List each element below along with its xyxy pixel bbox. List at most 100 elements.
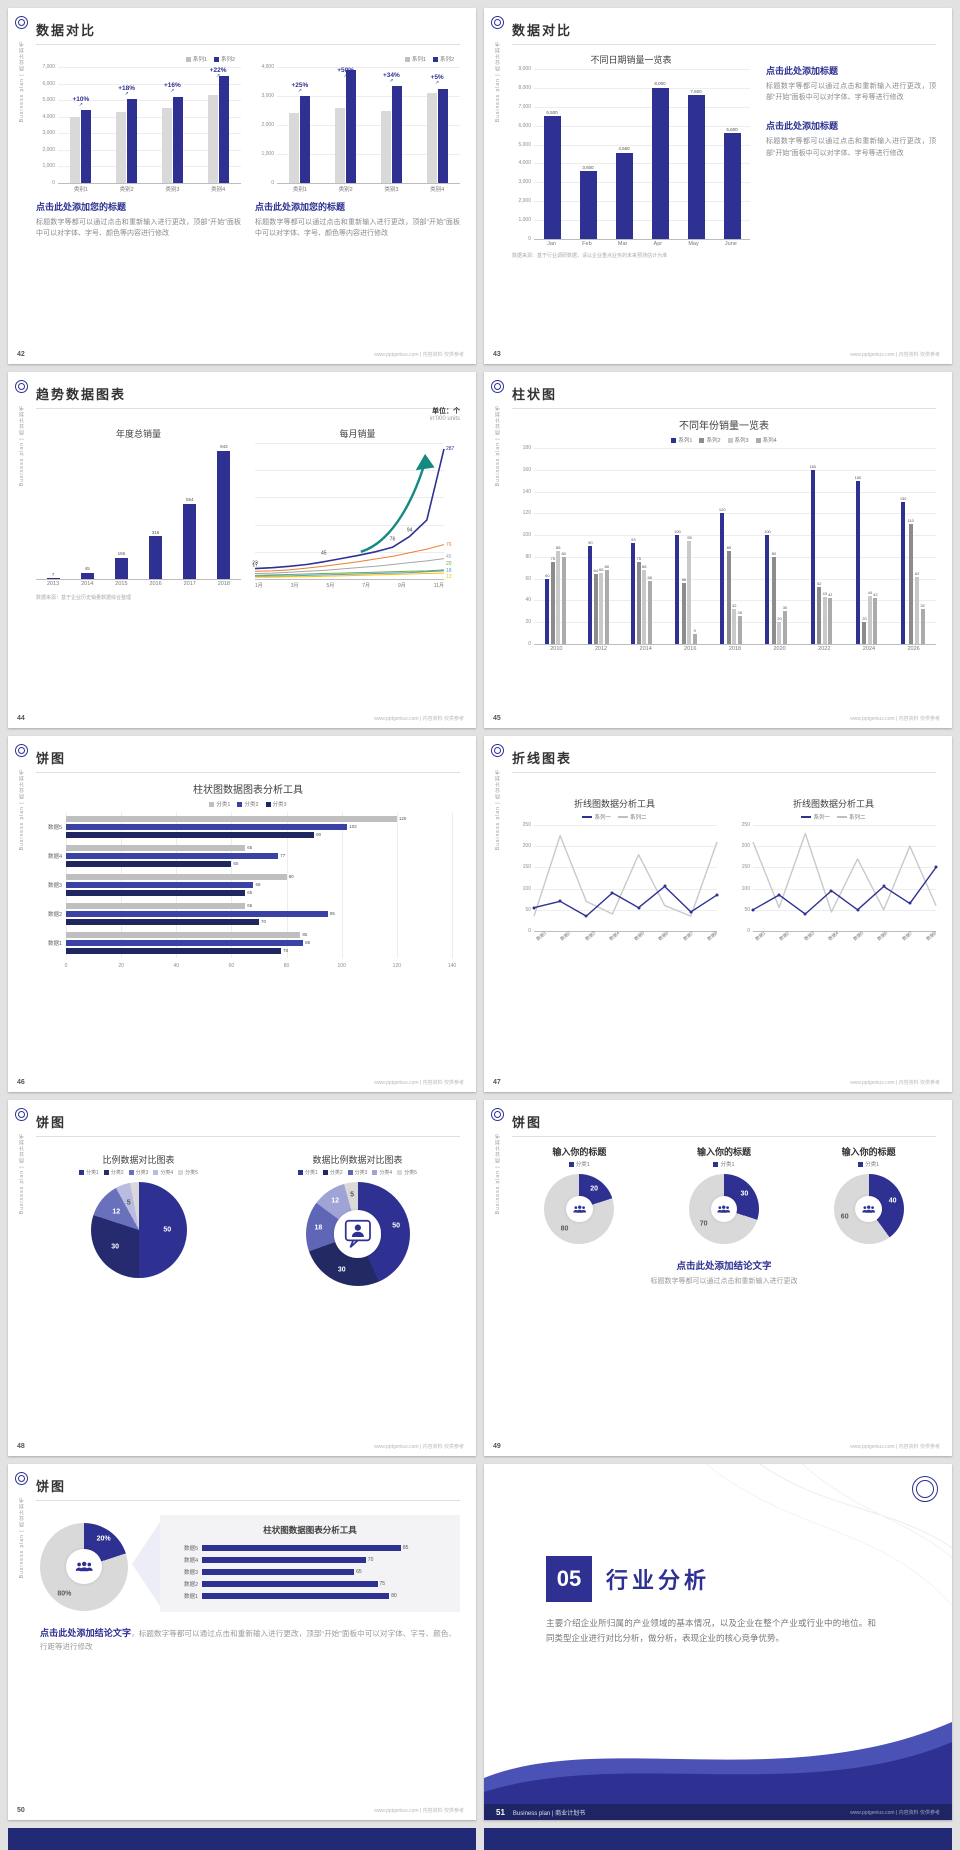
bar-column bbox=[116, 67, 127, 183]
bar-column bbox=[161, 67, 172, 183]
x-axis-labels: 2010 2012 2014 2016 2018 2020 2022 2024 2026 bbox=[534, 646, 936, 652]
bar bbox=[218, 75, 229, 183]
grid-line bbox=[255, 497, 444, 499]
bar-value-label: 100 bbox=[674, 529, 681, 535]
bar-value-label: 120 bbox=[718, 507, 726, 513]
bar bbox=[66, 860, 232, 867]
bar bbox=[202, 1545, 401, 1551]
legend-label: 分类5 bbox=[185, 1170, 198, 1176]
legend-item: 系列3 bbox=[727, 436, 749, 444]
slide-50: Business plan | 商业计划书 饼图 20% 80% 柱状图数据图表分… bbox=[8, 1464, 476, 1820]
bar-column: 43 bbox=[822, 448, 827, 644]
legend-swatch bbox=[347, 1170, 353, 1175]
plot: 6,500 3,600 4,560 8,000 7,600 5,600 bbox=[534, 69, 750, 240]
slide-footer: www.pptgenius.com | 内容资料 仅供参考 bbox=[850, 352, 940, 358]
legend-item: 分类1 bbox=[79, 1169, 99, 1176]
bar-value-label: 68 bbox=[604, 563, 609, 569]
bar-group: 8,000 bbox=[651, 69, 669, 239]
bar bbox=[550, 562, 555, 644]
plot-area: 9,000 8,000 7,000 6,000 5,000 4,000 3,000 2,000… bbox=[512, 66, 750, 242]
legend-item: 分类1 bbox=[298, 1169, 318, 1176]
x-tick-label: 2015 bbox=[115, 581, 128, 587]
bar-panel: 柱状图数据图表分析工具 数据5 85 数据4 70 数据3 65 数据2 75 数据1 80 bbox=[160, 1515, 460, 1612]
bar bbox=[855, 480, 860, 644]
y-tick-label: 50 bbox=[744, 906, 750, 913]
section-footer: 51 Business plan | 商业计划书 www.pptgenius.c… bbox=[484, 1804, 952, 1820]
bar-group: +18% ↗ bbox=[116, 67, 138, 183]
legend-label: 分类1 bbox=[305, 1170, 318, 1176]
bar-group: 6,500 bbox=[543, 69, 561, 239]
grid-line bbox=[277, 67, 460, 68]
bar-group: 75 bbox=[202, 1581, 436, 1588]
x-tick-label: 数据5 bbox=[633, 930, 646, 942]
unit-label: 单位：个 bbox=[432, 408, 460, 415]
conclusion-heading: 点击此处添加结论文字 bbox=[40, 1628, 132, 1638]
y-tick-label: 1,000 bbox=[518, 217, 531, 224]
bar-value-label: 80 bbox=[771, 550, 777, 556]
bar-column bbox=[289, 67, 300, 183]
x-axis-labels: 类别1 类别2 类别3 类别4 bbox=[58, 185, 241, 193]
bar-column: 80 bbox=[561, 448, 566, 644]
conclusion-body: ，标题数字等都可以通过点击和重新输入进行更改，顶部“开始”面板中可以对字体、字号… bbox=[40, 1629, 456, 1652]
category-label: 数据5 bbox=[183, 1546, 198, 1552]
x-tick-label: Feb bbox=[582, 241, 592, 247]
grid-line bbox=[58, 183, 241, 184]
y-tick-label: 0 bbox=[271, 180, 274, 186]
bar-column: 7,600 bbox=[687, 69, 705, 239]
y-axis: 4,000 3,000 2,000 1,000 0 bbox=[255, 64, 277, 186]
data-point bbox=[908, 901, 912, 905]
bar-value-label: 7,600 bbox=[690, 88, 702, 94]
page-number: 44 bbox=[17, 715, 25, 722]
plot bbox=[751, 825, 938, 932]
legend-swatch bbox=[103, 1170, 109, 1175]
y-tick-label: 5,000 bbox=[518, 141, 531, 148]
data-point bbox=[558, 899, 562, 903]
bar-value-label: 85 bbox=[302, 932, 308, 937]
growth-annotation: +10% ↗ bbox=[72, 95, 90, 108]
bar bbox=[66, 910, 328, 917]
bar-group: 100 80 20 30 bbox=[764, 448, 787, 644]
bar-value-label: 60 bbox=[233, 861, 239, 866]
grid-line bbox=[58, 100, 241, 102]
slide-title: 饼图 bbox=[512, 1112, 936, 1137]
x-axis: 类别1 类别2 类别3 类别4 bbox=[255, 185, 460, 193]
x-axis-labels: 类别1 类别2 类别3 类别4 bbox=[277, 185, 460, 193]
x-axis: 1月 3月 5月 7月 9月 11月 bbox=[255, 582, 460, 589]
bar bbox=[66, 844, 246, 851]
grid-line bbox=[534, 69, 750, 70]
bar-value-label: 75 bbox=[379, 1581, 386, 1587]
bar bbox=[772, 556, 777, 644]
legend-swatch bbox=[755, 437, 761, 443]
legend-swatch bbox=[568, 1161, 574, 1167]
grid-line bbox=[452, 812, 453, 958]
grid-line bbox=[534, 201, 750, 203]
bar-value-label: 68 bbox=[642, 563, 647, 569]
section-title: 行业分析 bbox=[606, 1568, 711, 1593]
bar-column bbox=[70, 67, 81, 183]
bar bbox=[687, 540, 692, 644]
slide-sidebar: Business plan | 商业计划书 bbox=[8, 1100, 34, 1456]
donut-hole bbox=[66, 1548, 102, 1585]
slide-42: Business plan | 商业计划书 数据对比 系列1 系列2 7,000 6,… bbox=[8, 8, 476, 364]
page-number: 47 bbox=[493, 1079, 501, 1086]
growth-annotation: +34% ↗ bbox=[382, 71, 400, 84]
pie-area: 30 70 bbox=[657, 1174, 792, 1244]
bar-column bbox=[172, 67, 183, 183]
bar bbox=[604, 569, 609, 644]
bar bbox=[642, 569, 647, 644]
bar bbox=[777, 622, 782, 644]
bar bbox=[149, 536, 163, 579]
plot-area: 250 200 150 100 50 0 bbox=[512, 822, 719, 934]
y-tick-label: 4,000 bbox=[42, 113, 55, 120]
bar-group: 85 86 78 bbox=[66, 931, 452, 954]
bar-column: 20 bbox=[777, 448, 782, 644]
x-tick-label: 类别2 bbox=[119, 187, 134, 193]
data-point bbox=[856, 908, 860, 912]
bar-line: 70 bbox=[66, 918, 452, 925]
legend-swatch bbox=[298, 1170, 304, 1175]
annual-sales-bar-chart: 7 45 156 316 554 943 2013 2014 2015 2016 2017 2018 bbox=[36, 443, 241, 587]
x-tick-label: 5月 bbox=[326, 583, 335, 589]
sidebar-vertical-text: Business plan | 商业计划书 bbox=[494, 405, 501, 487]
bar-value-label: 42 bbox=[827, 592, 833, 598]
bar-value-label: 20 bbox=[862, 616, 867, 622]
